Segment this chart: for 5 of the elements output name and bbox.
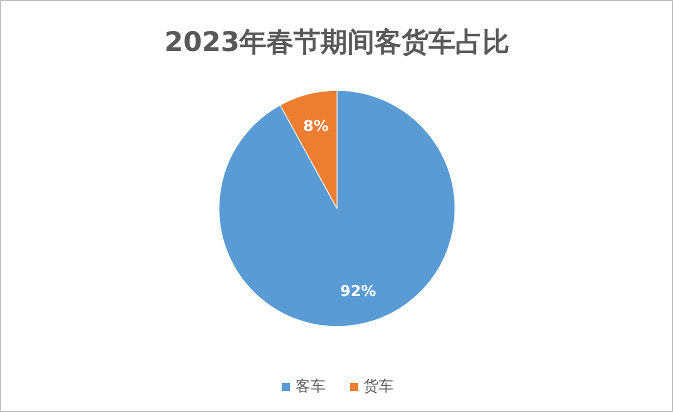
data-label: 8% [303,117,329,136]
legend-label: 货车 [364,377,394,396]
legend-label: 客车 [296,377,326,396]
data-label: 92% [340,282,376,300]
chart-title: 2023年春节期间客货车占比 [164,27,510,58]
